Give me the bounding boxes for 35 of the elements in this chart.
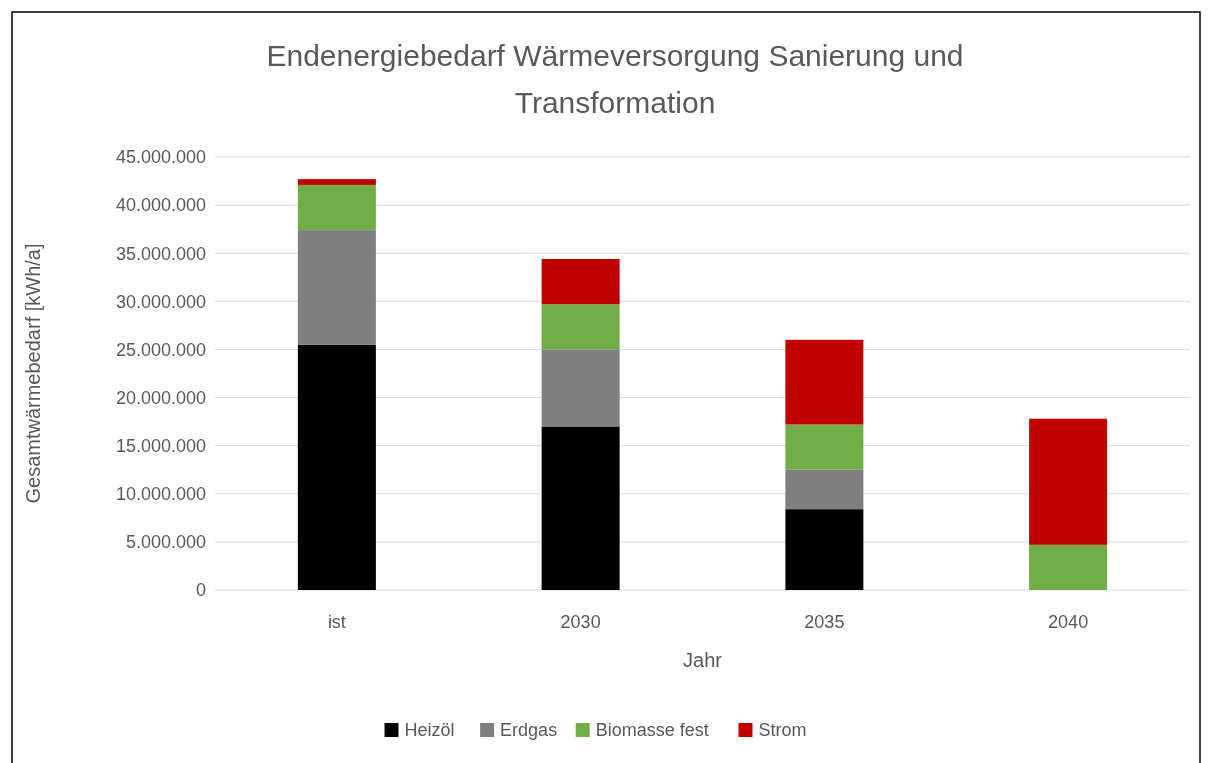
bar <box>785 339 864 425</box>
x-tick-label: 2040 <box>1048 612 1089 632</box>
x-axis-title: Jahr <box>683 649 723 671</box>
chart-title: Endenergiebedarf Wärmeversorgung Sanierung und Transformation <box>266 39 964 119</box>
x-tick-label: ist <box>327 612 346 632</box>
bar <box>297 179 376 185</box>
y-tick-label: 45.000.000 <box>115 147 206 168</box>
bar <box>785 509 864 590</box>
bar <box>541 349 620 427</box>
bar <box>785 424 864 470</box>
y-tick-label: 25.000.000 <box>115 339 206 360</box>
bar <box>297 344 376 590</box>
bar <box>297 230 376 345</box>
bar <box>785 469 864 510</box>
y-tick-label: 35.000.000 <box>115 243 206 264</box>
legend-label: Strom <box>758 720 807 741</box>
y-tick-label: 30.000.000 <box>115 291 206 312</box>
y-axis-title: Gesamtwärmebedarf [kWh/a] <box>22 243 44 504</box>
y-tick-label: 15.000.000 <box>115 435 206 456</box>
bar <box>541 259 620 305</box>
x-tick-label: 2035 <box>804 612 845 632</box>
legend-label: Heizöl <box>404 720 455 741</box>
y-tick-label: 5.000.000 <box>125 532 206 553</box>
legend-label: Erdgas <box>500 720 558 741</box>
y-tick-label: 10.000.000 <box>115 484 206 505</box>
bar <box>1029 418 1108 545</box>
bar <box>297 184 376 231</box>
bar <box>1029 544 1108 590</box>
y-tick-label: 40.000.000 <box>115 195 206 216</box>
x-tick-label: 2030 <box>560 612 601 632</box>
bar <box>541 426 620 590</box>
y-tick-label: 0 <box>195 580 206 601</box>
y-tick-label: 20.000.000 <box>115 387 206 408</box>
legend-label: Biomasse fest <box>595 720 709 741</box>
bar <box>541 304 620 350</box>
